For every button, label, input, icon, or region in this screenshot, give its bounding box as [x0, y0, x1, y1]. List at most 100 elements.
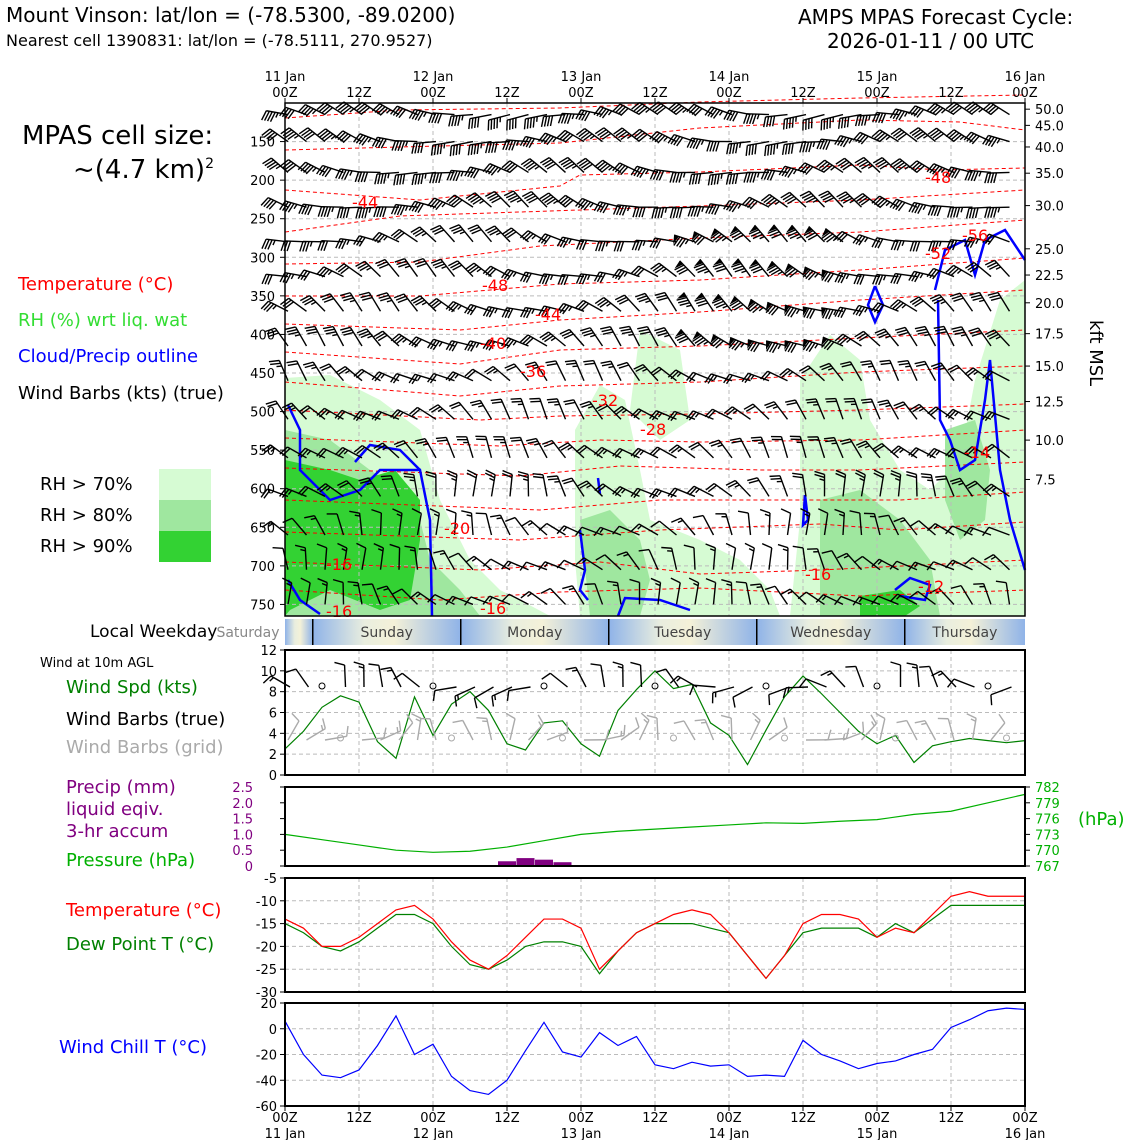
xsec-wind-barb: [840, 361, 863, 382]
xsec-wind-barb: [735, 581, 752, 605]
xsec-wind-barb: [523, 113, 548, 130]
xsec-wind-barb: [741, 372, 770, 384]
xsec-wind-barb: [777, 543, 789, 570]
xsec-wind-barb: [404, 545, 419, 570]
xsec-wind-barb: [408, 373, 437, 385]
legend-precip-line1: Precip (mm): [66, 777, 176, 798]
kft-tick-label: 17.5: [1035, 328, 1064, 343]
temp-contour-label: -16: [480, 599, 506, 618]
xsec-wind-barb: [445, 340, 474, 352]
xsec-wind-barb: [631, 128, 659, 143]
xsec-wind-barb: [984, 206, 1010, 218]
xsec-wind-barb: [729, 226, 751, 243]
xsec-wind-barb: [926, 561, 955, 571]
xsec-wind-barb: [262, 157, 289, 173]
xsec-wind-barb: [780, 508, 792, 536]
xsec-wind-barb: [945, 559, 973, 571]
xsec-wind-barb: [430, 224, 456, 243]
kft-tick-label: 30.0: [1035, 200, 1064, 215]
weekday-day-label: Sunday: [361, 625, 413, 641]
xsec-wind-barb: [282, 577, 293, 605]
xsec-wind-barb: [584, 583, 604, 605]
xsec-wind-barb: [449, 224, 474, 243]
xsec-wind-barb: [355, 260, 381, 278]
xsec-wind-barb: [427, 338, 455, 351]
xsec-wind-barb: [577, 480, 603, 497]
xsec-wind-barb: [501, 337, 529, 349]
xsec-wind-barb: [945, 101, 973, 116]
temp-contour-10: [284, 429, 1026, 447]
xsec-wind-barb: [707, 171, 733, 186]
xsec-wind-barb: [748, 224, 770, 243]
xsec-wind-barb: [705, 203, 733, 215]
xsec-wind-barb: [878, 514, 900, 536]
xsec-wind-barb: [920, 473, 937, 497]
temp-contour-label: -48: [925, 168, 951, 187]
xsec-wind-barb: [872, 442, 899, 459]
xsec-wind-barb: [413, 257, 437, 277]
xsec-wind-barb: [490, 398, 511, 420]
xsec-wind-barb: [616, 361, 641, 382]
xsec-wind-barb: [837, 113, 862, 129]
kft-tick-label: 25.0: [1035, 243, 1064, 258]
xsec-wind-barb: [854, 113, 881, 127]
weekday-band-5: [904, 619, 1025, 645]
weekday-band-4: [756, 619, 905, 645]
top-date-label: 11 Jan: [265, 70, 306, 85]
xsec-wind-barb: [837, 552, 863, 571]
xsec-wind-barb: [411, 171, 437, 186]
true-wind-barb: [845, 665, 865, 688]
xsec-wind-barb: [692, 514, 715, 536]
calm-grid-circle: [448, 734, 455, 742]
temp-contour-8: [284, 365, 1026, 397]
cloud-outline-2: [286, 579, 321, 616]
bottom-hour-label: 00Z: [272, 1111, 298, 1126]
xsec-wind-barb: [890, 272, 918, 285]
xsec-wind-barb: [475, 435, 493, 459]
grid-wind-barb: [452, 719, 474, 741]
grid-wind-barb: [646, 714, 659, 741]
xsec-wind-barb: [909, 296, 936, 312]
true-wind-barb: [782, 686, 809, 699]
xsec-wind-barb: [654, 326, 678, 347]
xsec-wind-barb: [428, 404, 455, 420]
xsec-wind-barb: [815, 594, 844, 606]
xsec-wind-barb: [433, 549, 456, 571]
xsec-wind-barb: [501, 307, 529, 319]
grid-wind-barb: [419, 717, 437, 741]
weekday-day-label: Thursday: [931, 625, 997, 641]
grid-wind-barb: [546, 721, 569, 741]
xsec-wind-barb: [375, 258, 400, 278]
xsec-wind-barb: [688, 171, 714, 185]
calm-wind-circle: [651, 682, 659, 690]
xsec-wind-barb: [871, 129, 899, 143]
xsec-wind-barb: [889, 108, 918, 121]
xsec-wind-barb: [661, 546, 678, 570]
xsec-wind-barb: [929, 587, 955, 605]
xsec-wind-barb: [799, 190, 826, 208]
xsec-wind-barb: [872, 111, 899, 124]
calm-wind-circle: [762, 682, 770, 690]
xsec-wind-barb: [392, 588, 418, 605]
xsec-wind-barb: [316, 102, 344, 116]
xsec-wind-barb: [984, 259, 1011, 278]
grid-wind-barb: [720, 714, 733, 741]
legend-cloud: Cloud/Precip outline: [18, 346, 199, 367]
pressure-ytick-label: 776: [1035, 813, 1060, 828]
xsec-wind-barb: [926, 523, 955, 536]
xsec-wind-barb: [335, 237, 363, 250]
xsec-wind-barb: [632, 206, 659, 218]
xsec-wind-barb: [520, 158, 548, 173]
kft-tick-label: 22.5: [1035, 269, 1064, 284]
xsec-wind-barb: [821, 307, 844, 320]
weekday-day-label: Monday: [507, 625, 562, 641]
xsec-wind-barb: [539, 157, 566, 173]
xsec-wind-barb: [821, 336, 844, 351]
xsec-wind-barb: [965, 480, 992, 497]
xsec-wind-barb: [649, 130, 677, 144]
xsec-wind-barb: [743, 403, 770, 420]
xsec-wind-barb: [593, 271, 622, 283]
xsec-wind-barb: [968, 327, 992, 347]
xsec-wind-barb: [619, 325, 641, 347]
xsec-wind-barb: [575, 557, 603, 571]
